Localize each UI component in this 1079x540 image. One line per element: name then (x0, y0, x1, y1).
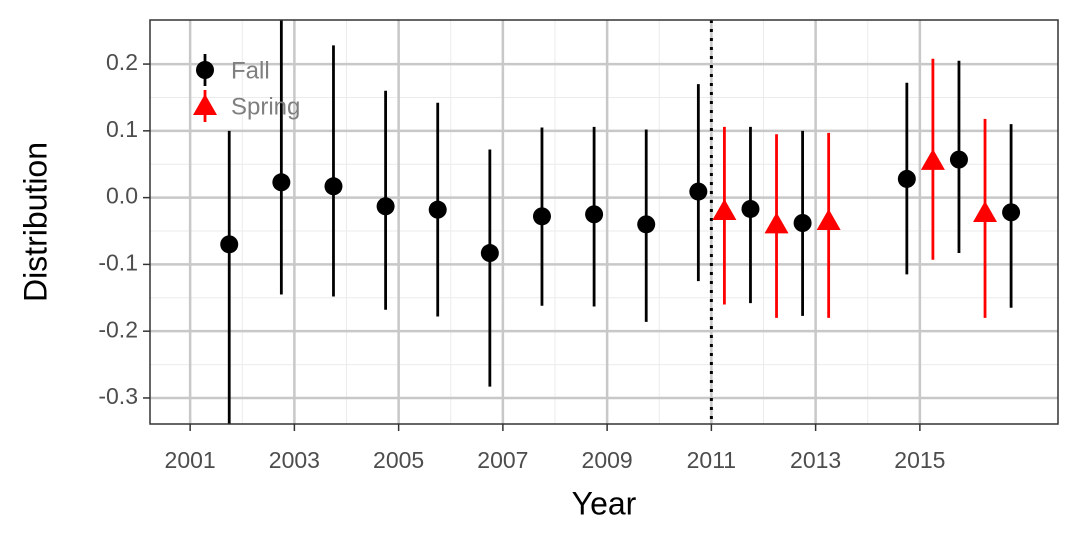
plot-border (149, 19, 1059, 425)
point (689, 182, 708, 201)
legend-key (193, 94, 217, 115)
point (1002, 203, 1021, 222)
y-tick-label: -0.2 (98, 316, 138, 342)
legend-label: Fall (231, 57, 270, 84)
point (949, 150, 968, 169)
triangle-point (816, 208, 841, 230)
triangle-point (764, 212, 789, 234)
point (585, 205, 604, 224)
x-axis-title: Year (572, 485, 637, 521)
y-axis-title: Distribution (17, 142, 53, 302)
y-tick-label: 0.2 (106, 49, 138, 75)
point (897, 169, 916, 188)
point (220, 235, 239, 254)
plot-background (150, 20, 1058, 424)
x-tick-label: 2009 (582, 447, 633, 473)
point (376, 197, 395, 216)
point (480, 244, 499, 263)
y-tick-label: -0.1 (98, 249, 138, 275)
x-tick-label: 2001 (165, 447, 216, 473)
axes: 2001 2003 2005 2007 2009 2011 2013 2015 0.2 0.1 0.… (98, 49, 945, 473)
x-tick-label: 2007 (477, 447, 528, 473)
x-tick-label: 2015 (894, 447, 945, 473)
point (532, 207, 551, 226)
x-tick-label: 2005 (373, 447, 424, 473)
x-tick-label: 2011 (687, 447, 736, 473)
y-tick-label: -0.3 (98, 383, 138, 409)
x-tick-label: 2013 (790, 447, 841, 473)
triangle-point (973, 200, 998, 222)
point (324, 177, 343, 196)
triangle-point (920, 148, 945, 170)
x-tick-label: 2003 (269, 447, 320, 473)
legend-key (196, 61, 214, 79)
point (793, 214, 812, 233)
legend-label: Spring (231, 93, 300, 120)
y-tick-label: 0.0 (106, 183, 138, 209)
marks (220, 20, 1021, 424)
y-tick-label: 0.1 (106, 116, 138, 142)
triangle-point (712, 198, 737, 220)
point (637, 215, 656, 234)
point (428, 200, 447, 219)
point (741, 199, 760, 218)
legend: Fall Spring (193, 54, 300, 122)
point (272, 173, 291, 192)
